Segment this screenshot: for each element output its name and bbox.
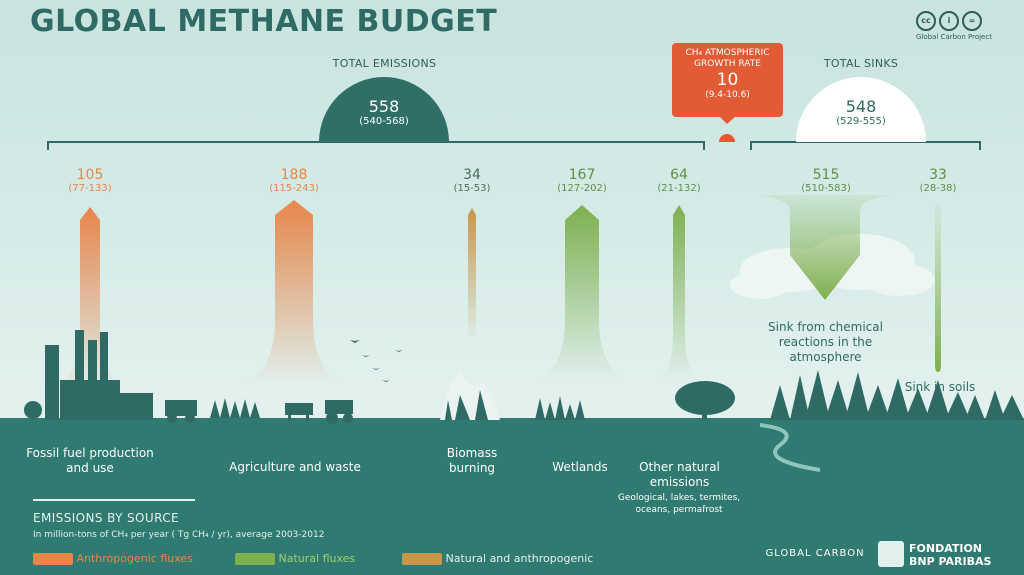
sinks-total: 548 (529-555) <box>816 97 906 127</box>
sink-soils-label: Sink in soils <box>904 380 976 394</box>
source-value: 34 <box>463 167 481 183</box>
sink-value: 33 <box>929 167 947 183</box>
emissions-total-range: (540-568) <box>359 116 409 127</box>
units-note: In million-tons of CH₄ per year ( Tg CH₄… <box>33 530 325 540</box>
forest-illustration <box>770 370 1024 420</box>
birds-illustration <box>350 340 403 382</box>
growth-value: 10 <box>716 70 739 90</box>
source-agriculture-label: Agriculture and waste <box>229 460 361 474</box>
page-title: GLOBAL METHANE BUDGET <box>30 4 498 39</box>
source-biomass-label: Biomass burning <box>446 446 498 475</box>
emissions-dome <box>319 77 449 142</box>
growth-pointer <box>720 117 735 124</box>
no-derivatives-icon: = <box>962 11 982 31</box>
arrow-sink-atmosphere <box>760 195 890 300</box>
source-range: (127-202) <box>557 183 607 194</box>
growth-range: (9.4-10.6) <box>705 90 750 100</box>
sinks-bracket <box>750 141 981 150</box>
legend-swatch-orange <box>33 553 73 565</box>
bnp-logo-line1: FONDATION <box>909 542 983 555</box>
growth-title-1: CH₄ ATMOSPHERIC <box>685 48 770 58</box>
source-range: (15-53) <box>453 183 491 194</box>
legend-mixed: Natural and anthropogenic <box>402 552 593 565</box>
ground <box>0 418 1024 575</box>
sinks-header: TOTAL SINKS <box>823 57 899 70</box>
source-value: 188 <box>280 167 308 183</box>
arrow-agriculture <box>243 200 345 385</box>
source-range: (115-243) <box>269 183 319 194</box>
reeds-illustration <box>535 396 585 420</box>
source-range: (21-132) <box>657 183 701 194</box>
farm-illustration <box>165 398 353 424</box>
bnp-logo-text: FONDATION BNP PARIBAS <box>909 542 991 568</box>
arrow-biomass <box>468 208 476 340</box>
gcp-logo: GLOBAL CARBON PROJECT <box>765 548 865 559</box>
emissions-bracket <box>47 141 705 150</box>
bnp-logo-icon <box>878 541 904 567</box>
sinks-dome <box>796 77 926 142</box>
source-other-sublabel: Geological, lakes, termites, oceans, per… <box>617 493 741 515</box>
growth-dot <box>719 134 735 142</box>
legend-label: Natural and anthropogenic <box>445 552 594 565</box>
source-biomass-value: 34 (15-53) <box>432 167 512 194</box>
bnp-logo-line2: BNP PARIBAS <box>909 555 992 568</box>
sink-atmosphere-label: Sink from chemical reactions in the atmo… <box>768 320 883 364</box>
source-range: (77-133) <box>68 183 112 194</box>
legend-label: Natural fluxes <box>278 552 356 565</box>
source-agriculture-value: 188 (115-243) <box>254 167 334 194</box>
legend-natural: Natural fluxes <box>235 552 355 565</box>
sink-value: 515 <box>812 167 840 183</box>
legend-label: Anthropogenic fluxes <box>76 552 193 565</box>
credit-block: cc i = Global Carbon Project <box>916 8 1016 41</box>
source-wetlands-value: 167 (127-202) <box>542 167 622 194</box>
sink-range: (510-583) <box>801 183 851 194</box>
growth-title-2: GROWTH RATE <box>694 59 761 69</box>
sink-soils-value: 33 (28-38) <box>898 167 978 194</box>
river <box>759 423 821 472</box>
emissions-total-value: 558 <box>368 97 400 116</box>
source-value: 105 <box>76 167 104 183</box>
sinks-total-value: 548 <box>845 97 877 116</box>
arrow-wetlands <box>539 205 625 380</box>
source-value: 167 <box>568 167 596 183</box>
source-fossil-value: 105 (77-133) <box>50 167 130 194</box>
credit-label: Global Carbon Project <box>916 33 992 41</box>
growth-rate-box: CH₄ ATMOSPHERIC GROWTH RATE 10 (9.4-10.6… <box>672 43 783 117</box>
source-other-value: 64 (21-132) <box>639 167 719 194</box>
arrow-fossil <box>50 207 130 390</box>
legend-anthropogenic: Anthropogenic fluxes <box>33 552 193 565</box>
person-icon: i <box>939 11 959 31</box>
fire-illustration <box>440 370 500 420</box>
sink-range: (28-38) <box>919 183 957 194</box>
source-value: 64 <box>670 167 688 183</box>
sink-atmosphere-value: 515 (510-583) <box>786 167 866 194</box>
source-other-label: Other natural emissions <box>639 460 720 489</box>
sinks-total-range: (529-555) <box>836 116 886 127</box>
legend-swatch-brown <box>402 553 442 565</box>
emissions-total: 558 (540-568) <box>339 97 429 127</box>
emissions-header: TOTAL EMISSIONS <box>332 57 437 70</box>
legend-swatch-green <box>235 553 275 565</box>
factory-illustration <box>24 330 153 420</box>
source-fossil-label: Fossil fuel production and use <box>26 446 154 475</box>
arrow-sink-soils <box>935 205 941 372</box>
cc-icon: cc <box>916 11 936 31</box>
arrow-other-natural <box>658 205 700 380</box>
emissions-by-source-title: EMISSIONS BY SOURCE <box>33 511 179 525</box>
tree-illustration <box>675 381 735 420</box>
source-wetlands-label: Wetlands <box>552 460 608 474</box>
